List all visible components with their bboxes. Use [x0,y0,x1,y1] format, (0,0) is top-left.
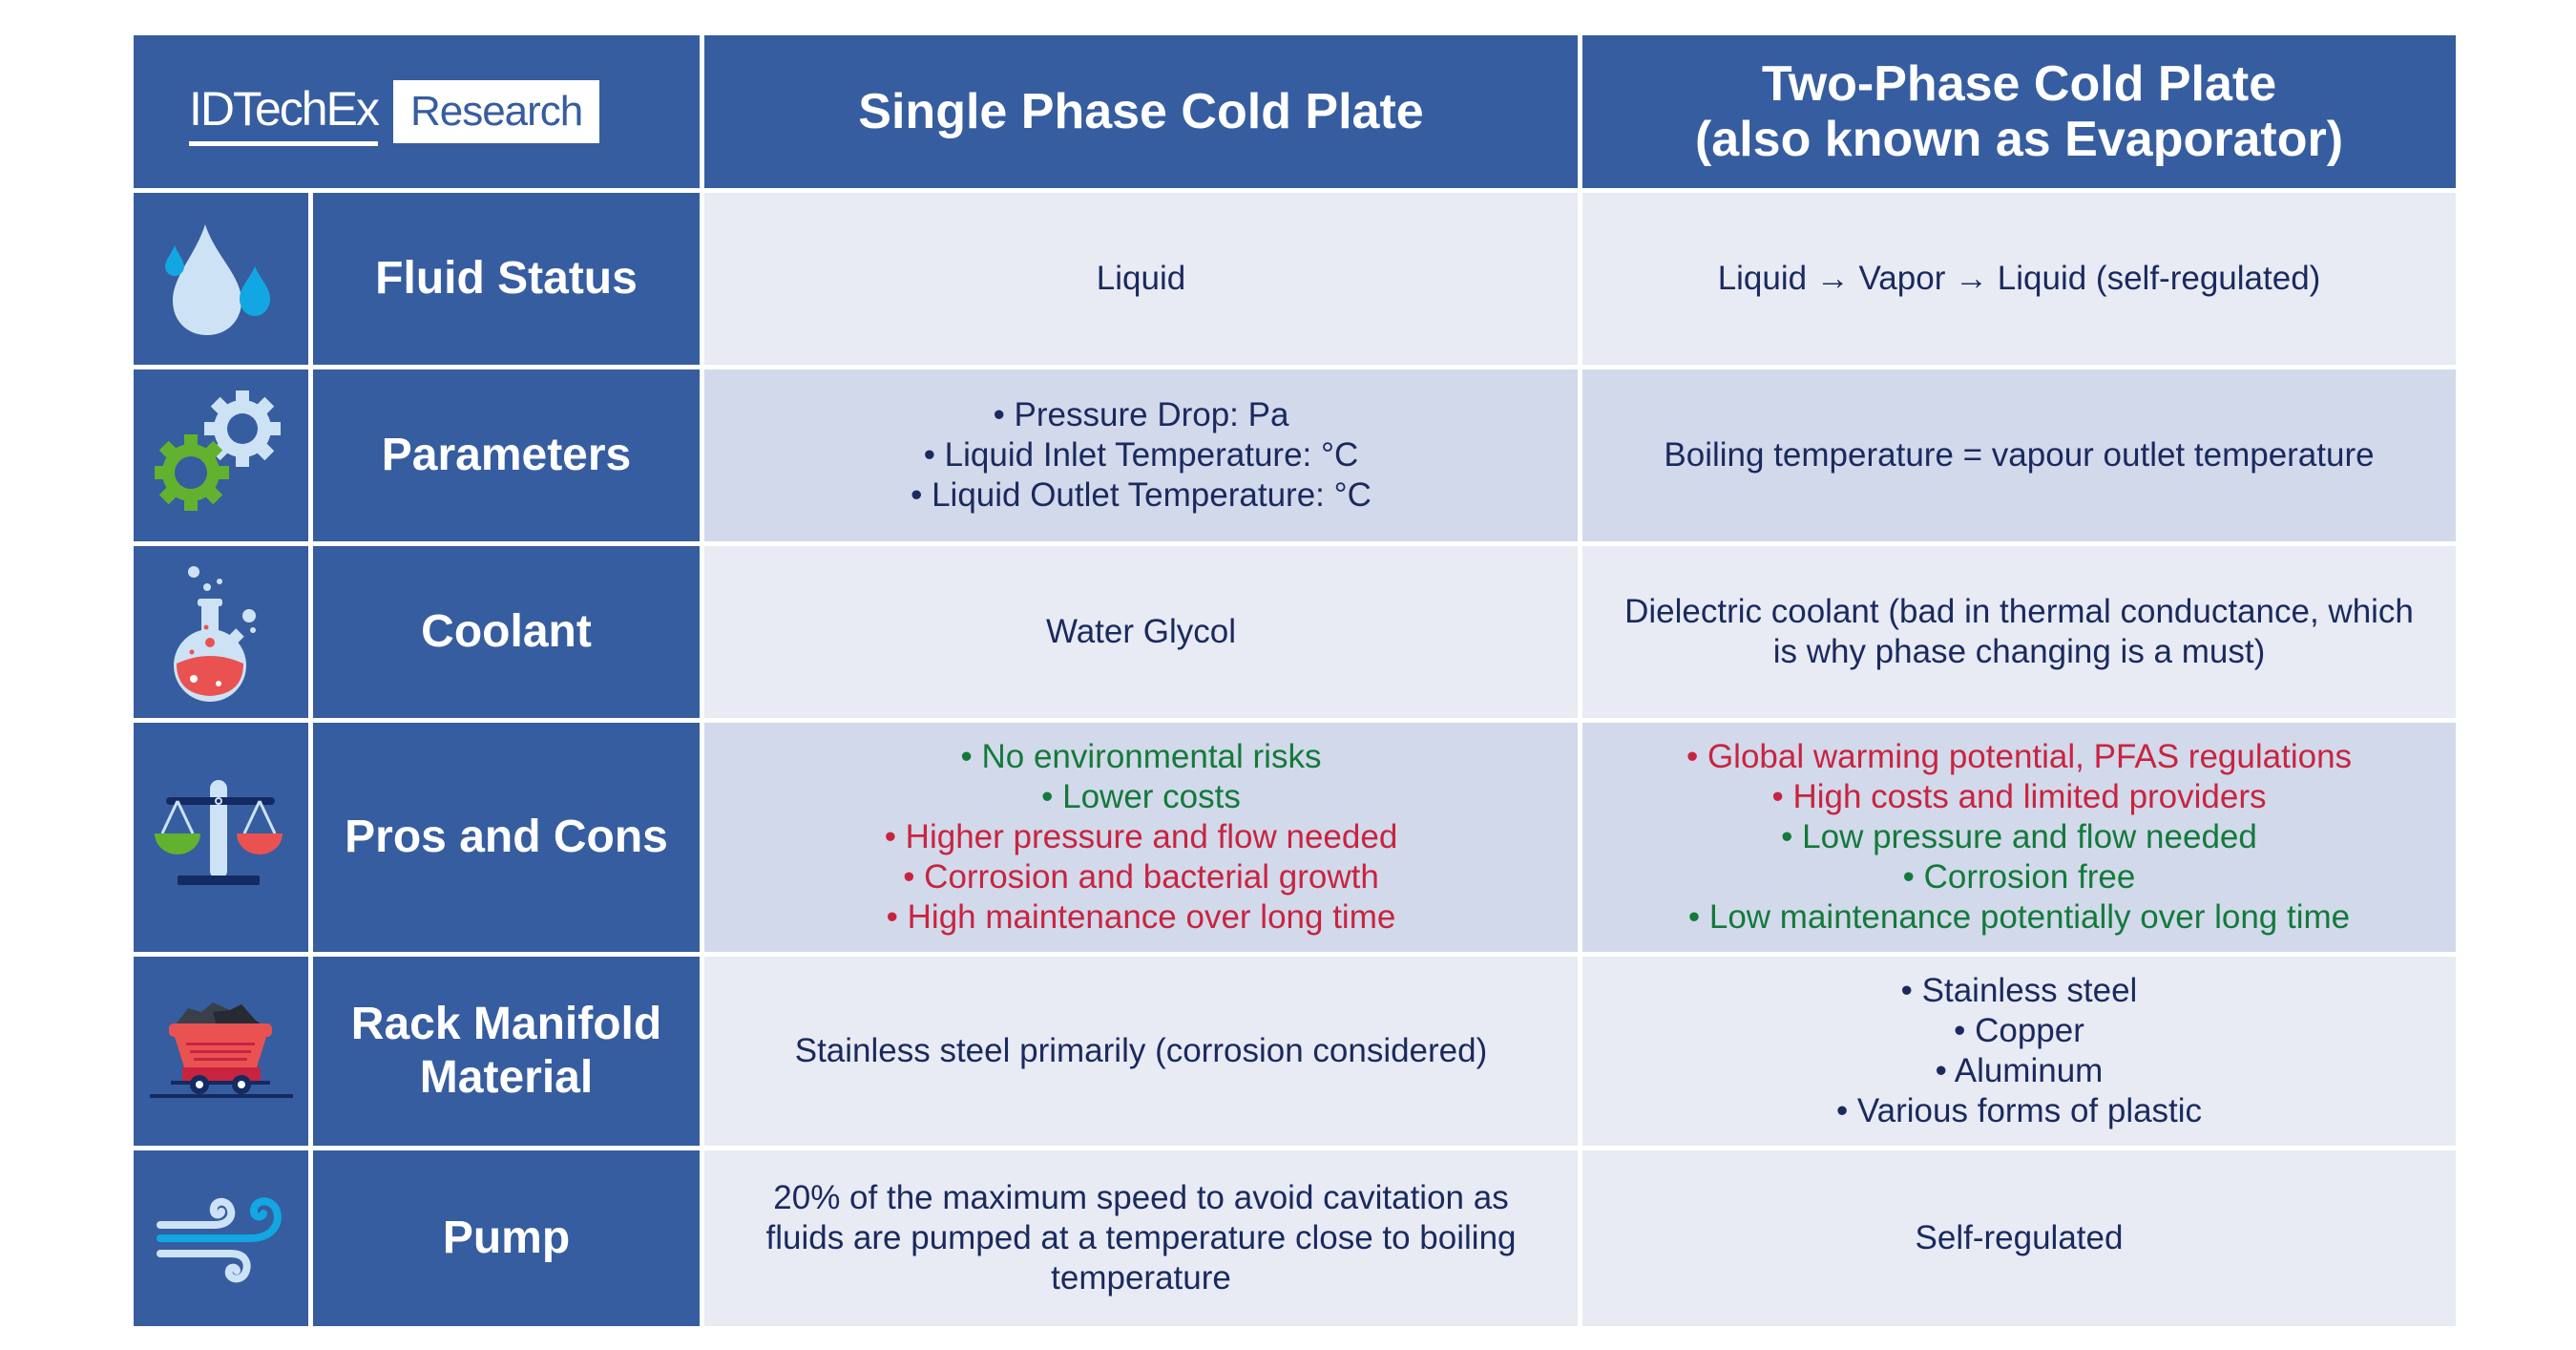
pro-item: • Corrosion free [1902,858,2136,896]
cell-two-phase-pump: Self-regulated [1582,1150,2456,1326]
cell-single-fluid-status: Liquid [704,193,1578,365]
bullet-item: • Liquid Outlet Temperature: °C [911,476,1372,514]
row-label-pump: Pump [313,1150,700,1326]
cell-text: Boiling temperature = vapour outlet temp… [1664,436,2375,474]
row-label-rack-manifold-material: Rack Manifold Material [313,957,700,1146]
row-label-fluid-status: Fluid Status [313,193,700,365]
row-icon-cell [134,369,308,541]
cell-two-phase-parameters: Boiling temperature = vapour outlet temp… [1582,369,2456,541]
pro-item: • Low maintenance potentially over long … [1687,898,2351,936]
pro-item: • Low pressure and flow needed [1781,818,2257,855]
bullet-item: • Liquid Inlet Temperature: °C [923,436,1359,474]
label-line: Material [419,1052,594,1103]
label-line: Rack Manifold [350,999,662,1049]
comparison-table: IDTechEx Research Single Phase Cold Plat… [134,35,2456,1326]
row-icon-cell [134,723,308,952]
cell-single-rack-manifold: Stainless steel primarily (corrosion con… [704,957,1578,1146]
gears-icon [154,390,281,511]
column-header-two-phase: Two-Phase Cold Plate (also known as Evap… [1582,35,2456,188]
column-header-line: Two-Phase Cold Plate [1761,56,2277,112]
bullet-item: • Pressure Drop: Pa [993,396,1289,433]
balance-scale-icon [154,780,283,885]
cell-text: Liquid → Vapor → Liquid (self-regulated) [1717,260,2321,297]
water-drops-icon [164,224,270,335]
bullet-item: • Copper [1954,1012,2084,1049]
cell-text: 20% of the maximum speed to avoid cavita… [765,1179,1517,1297]
column-header-text: Single Phase Cold Plate [858,84,1424,139]
pro-item: • No environmental risks [960,738,1322,775]
cell-two-phase-rack-manifold: • Stainless steel • Copper • Aluminum • … [1582,957,2456,1146]
con-item: • Corrosion and bacterial growth [903,858,1379,896]
cell-two-phase-fluid-status: Liquid → Vapor → Liquid (self-regulated) [1582,193,2456,365]
cell-two-phase-coolant: Dielectric coolant (bad in thermal condu… [1582,546,2456,718]
row-icon-cell [134,546,308,718]
logo-wordmark: IDTechEx [189,81,380,146]
flask-icon [173,566,256,702]
logo-research-badge: Research [392,80,600,143]
cell-single-parameters: • Pressure Drop: Pa • Liquid Inlet Tempe… [704,369,1578,541]
con-item: • High costs and limited providers [1771,778,2267,815]
con-item: • High maintenance over long time [886,898,1396,936]
cell-single-pros-cons: • No environmental risks • Lower costs •… [704,723,1578,952]
cell-single-pump: 20% of the maximum speed to avoid cavita… [704,1150,1578,1326]
cell-text: Stainless steel primarily (corrosion con… [794,1032,1488,1069]
row-label-pros-and-cons: Pros and Cons [313,723,700,952]
mine-cart-icon [149,1002,293,1098]
cell-text: Dielectric coolant (bad in thermal condu… [1624,593,2414,670]
cell-text: Self-regulated [1915,1219,2124,1256]
row-icon-cell [134,1150,308,1326]
row-label-coolant: Coolant [313,546,700,718]
con-item: • Higher pressure and flow needed [884,818,1398,855]
cell-text: Liquid [1096,260,1186,297]
bullet-item: • Various forms of plastic [1835,1092,2203,1129]
row-icon-cell [134,957,308,1146]
column-header-line: (also known as Evaporator) [1694,112,2344,167]
column-header-single-phase: Single Phase Cold Plate [704,35,1578,188]
pro-item: • Lower costs [1041,778,1241,815]
con-item: • Global warming potential, PFAS regulat… [1686,738,2353,775]
row-icon-cell [134,193,308,365]
bullet-item: • Stainless steel [1900,972,2138,1009]
idtechex-logo: IDTechEx Research [189,80,600,146]
bullet-item: • Aluminum [1935,1052,2104,1089]
cell-single-coolant: Water Glycol [704,546,1578,718]
logo-cell: IDTechEx Research [134,35,700,188]
row-label-parameters: Parameters [313,369,700,541]
wind-icon [156,1197,282,1283]
cell-two-phase-pros-cons: • Global warming potential, PFAS regulat… [1582,723,2456,952]
cell-text: Water Glycol [1045,613,1236,650]
